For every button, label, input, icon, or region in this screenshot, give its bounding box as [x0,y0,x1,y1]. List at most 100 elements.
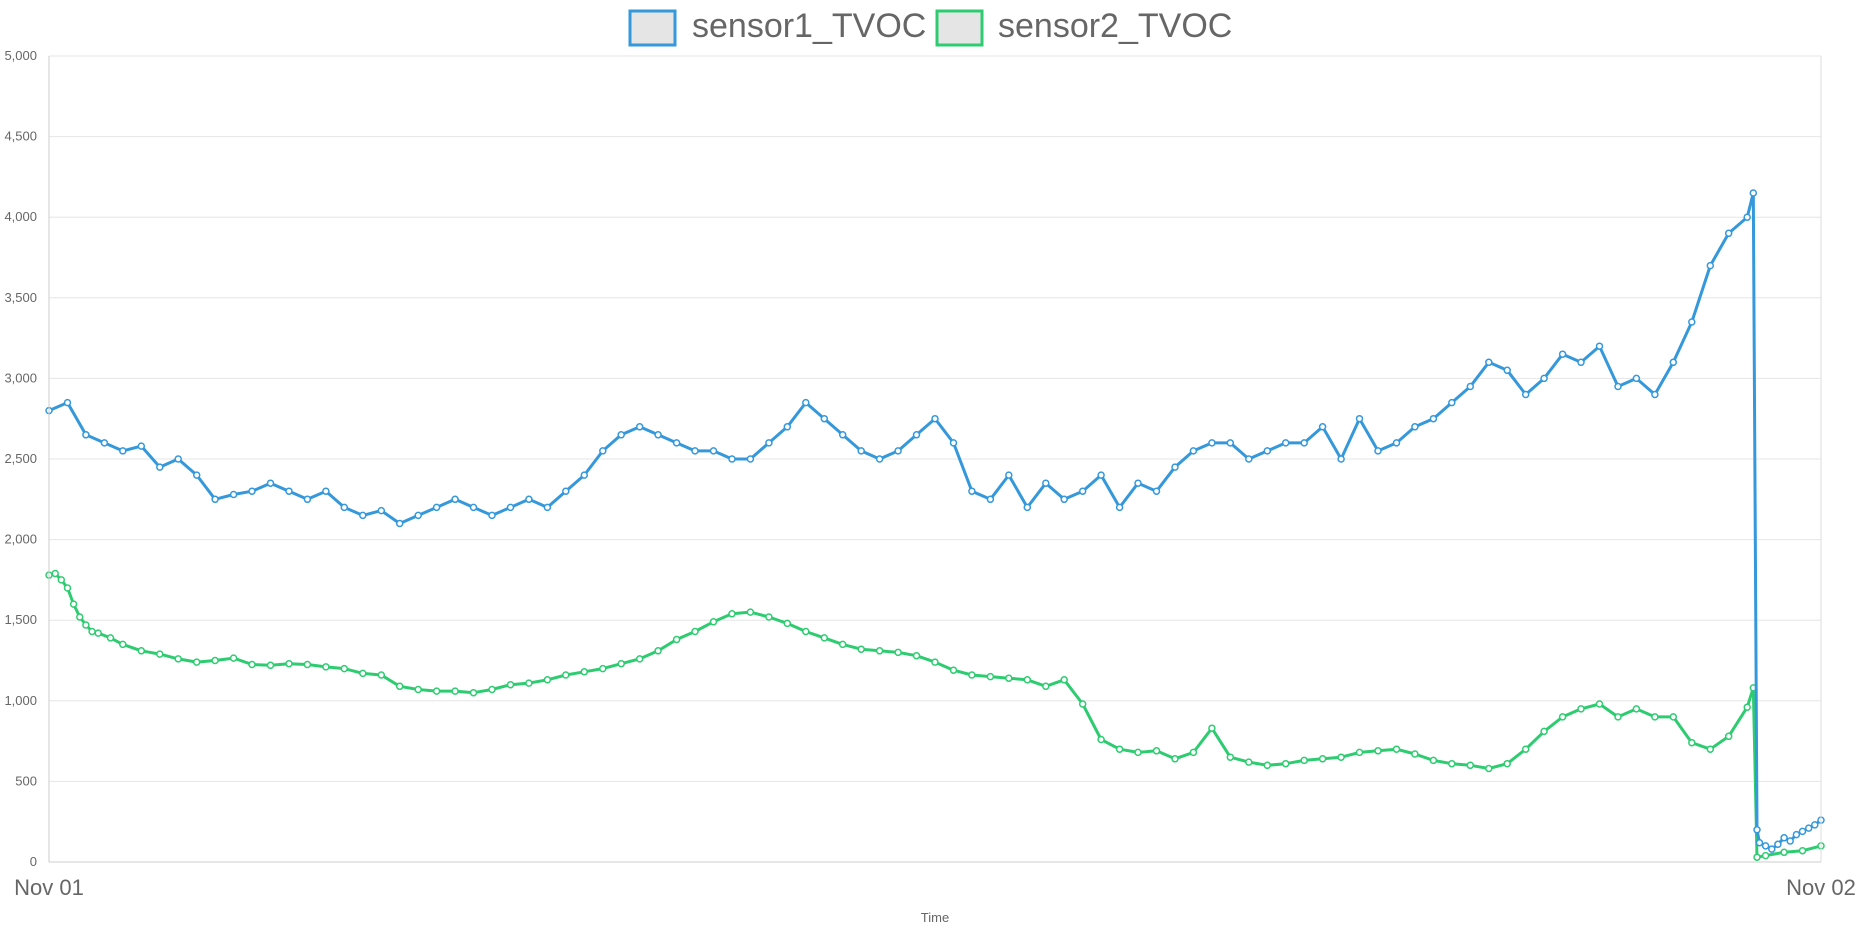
data-point[interactable] [76,613,84,621]
data-point[interactable] [1171,463,1179,471]
data-point[interactable] [266,479,275,487]
data-point[interactable] [1768,845,1776,853]
data-point[interactable] [248,487,256,495]
data-point[interactable] [1355,414,1364,423]
data-point[interactable] [1374,747,1382,755]
data-point[interactable] [1226,753,1235,761]
data-point[interactable] [506,503,515,512]
data-point[interactable] [451,687,459,695]
data-point[interactable] [1374,447,1382,455]
data-point[interactable] [88,627,96,636]
data-point[interactable] [875,647,884,655]
data-point[interactable] [1485,764,1493,773]
data-point[interactable] [802,627,810,636]
data-point[interactable] [728,610,736,618]
data-point[interactable] [1300,756,1308,765]
data-point[interactable] [1023,503,1032,512]
data-point[interactable] [1023,676,1032,684]
data-point[interactable] [1042,479,1050,487]
data-point[interactable] [857,645,865,653]
data-point[interactable] [82,431,90,439]
data-point[interactable] [543,676,552,684]
data-point[interactable] [1392,439,1401,447]
data-point[interactable] [192,658,201,666]
data-point[interactable] [1263,447,1272,455]
data-point[interactable] [838,431,847,439]
data-point[interactable] [654,431,662,439]
data-point[interactable] [340,664,349,673]
data-point[interactable] [654,647,662,655]
data-point[interactable] [57,576,66,584]
data-point[interactable] [322,487,330,495]
data-point[interactable] [377,671,386,679]
data-point[interactable] [635,655,644,663]
data-point[interactable] [1614,382,1622,391]
data-point[interactable] [137,442,146,450]
data-point[interactable] [525,679,533,687]
data-point[interactable] [838,640,847,649]
data-point[interactable] [156,650,164,658]
data-point[interactable] [1595,342,1604,350]
data-point[interactable] [432,503,441,512]
data-point[interactable] [1134,479,1142,487]
data-point[interactable] [1152,487,1161,495]
data-point[interactable] [1245,455,1253,463]
data-point[interactable] [1724,732,1733,741]
data-point[interactable] [377,506,386,515]
data-point[interactable] [672,439,681,447]
data-point[interactable] [599,664,607,673]
data-point[interactable] [1485,358,1493,367]
data-point[interactable] [1189,447,1198,455]
data-point[interactable] [820,634,829,642]
data-point[interactable] [1780,834,1788,842]
data-point[interactable] [1755,838,1764,847]
data-point[interactable] [949,439,958,447]
data-point[interactable] [783,619,792,628]
data-point[interactable] [414,511,422,520]
data-point[interactable] [1245,758,1253,766]
data-point[interactable] [248,660,256,669]
data-point[interactable] [931,414,939,423]
data-point[interactable] [119,640,127,649]
data-point[interactable] [580,471,589,479]
data-point[interactable] [1355,748,1364,757]
data-point[interactable] [875,455,884,463]
data-point[interactable] [894,648,902,657]
data-point[interactable] [1005,674,1013,682]
data-point[interactable] [525,495,533,504]
data-point[interactable] [1540,727,1548,736]
data-point[interactable] [1753,826,1761,834]
data-point[interactable] [1078,487,1087,495]
data-point[interactable] [617,431,625,439]
data-point[interactable] [174,655,182,663]
data-point[interactable] [1503,759,1511,768]
data-point[interactable] [1577,358,1585,367]
data-point[interactable] [174,455,182,463]
data-point[interactable] [617,659,625,668]
data-point[interactable] [1097,471,1105,479]
data-point[interactable] [469,688,478,697]
data-point[interactable] [1521,745,1530,753]
data-point[interactable] [1811,821,1819,829]
data-point[interactable] [488,511,496,520]
data-point[interactable] [451,495,459,504]
data-point[interactable] [51,569,59,578]
data-point[interactable] [1688,738,1696,747]
data-point[interactable] [1651,390,1659,399]
data-point[interactable] [1466,761,1475,770]
data-point[interactable] [1466,382,1475,391]
data-point[interactable] [229,654,238,662]
data-point[interactable] [709,618,718,626]
data-point[interactable] [1337,455,1345,463]
data-point[interactable] [1189,748,1198,757]
data-point[interactable] [1448,759,1456,768]
data-point[interactable] [1060,676,1068,684]
data-point[interactable] [1134,748,1142,757]
data-point[interactable] [156,463,164,471]
data-point[interactable] [1392,745,1401,753]
data-point[interactable] [1706,261,1715,270]
data-point[interactable] [1798,827,1807,836]
data-point[interactable] [1226,439,1235,447]
legend-item-sensor1[interactable]: sensor1_TVOC [628,7,926,47]
data-point[interactable] [137,647,146,655]
